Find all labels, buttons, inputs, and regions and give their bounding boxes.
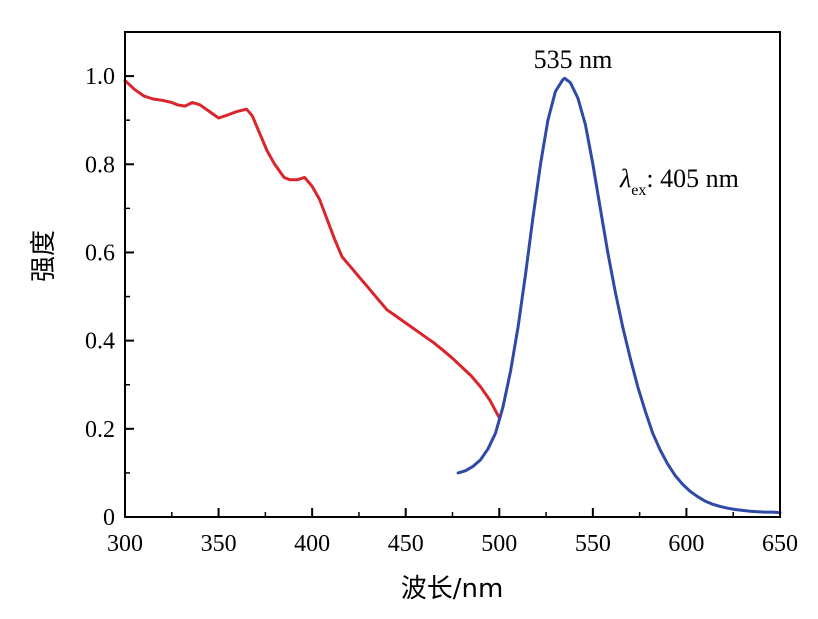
series-line-1 [123, 79, 501, 420]
x-tick-label: 650 [762, 531, 798, 557]
plot-frame [124, 31, 781, 518]
x-tick-label: 500 [481, 531, 517, 557]
x-tick-label: 600 [668, 531, 704, 557]
excitation-subscript: ex [631, 182, 646, 199]
peak-label: 535 nm [534, 45, 613, 74]
excitation-value: : 405 nm [646, 164, 738, 193]
y-tick-label: 1.0 [85, 64, 115, 90]
series-layer [123, 76, 782, 515]
x-axis-title: 波长/nm [401, 574, 504, 604]
y-tick-label: 0.2 [85, 417, 115, 443]
x-tick-label: 550 [575, 531, 611, 557]
x-tick-label: 400 [294, 531, 330, 557]
excitation-annotation: λex: 405 nm [619, 164, 739, 199]
ticks-layer: 300 350 400 450 500 550 600 650 0 0.2 0.4 0.6 0.8 1.0 [85, 31, 798, 557]
x-tick-label: 350 [201, 531, 237, 557]
y-tick-label: 0.6 [85, 240, 115, 266]
y-axis-title: 强度 [29, 230, 59, 282]
x-tick-label: 300 [107, 531, 143, 557]
series-line-2 [456, 76, 782, 515]
x-tick-label: 450 [388, 531, 424, 557]
excitation-symbol: λ [619, 164, 631, 193]
y-tick-label: 0 [103, 505, 115, 531]
y-tick-label: 0.4 [85, 329, 115, 355]
y-tick-label: 0.8 [85, 152, 115, 178]
